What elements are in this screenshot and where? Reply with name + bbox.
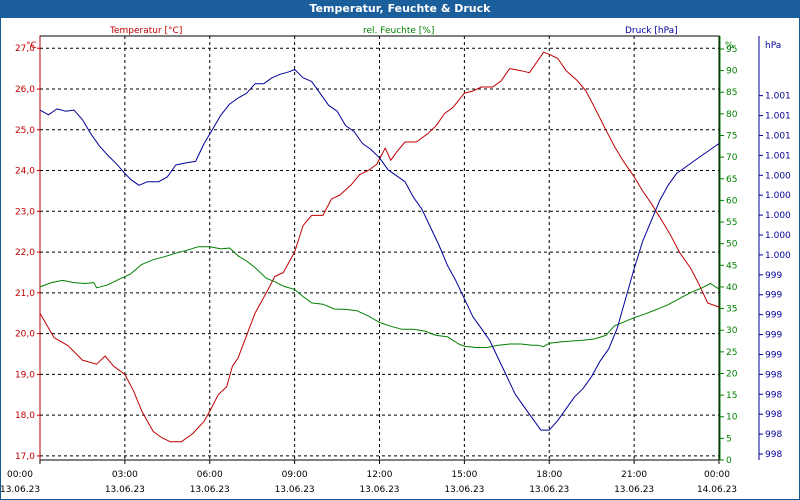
x-axis: 00:00 13.06.23 03:00 13.06.23 06:00 13.06.23 0… bbox=[0, 460, 737, 495]
humidity-tick-label: 45 bbox=[726, 261, 737, 271]
temperature-tick-label: 23,0 bbox=[15, 207, 35, 217]
humidity-tick-label: 25 bbox=[726, 348, 737, 358]
humidity-unit-label: % bbox=[725, 41, 734, 51]
pressure-tick-label: 999 bbox=[765, 311, 782, 321]
pressure-tick-label: 999 bbox=[765, 291, 782, 301]
pressure-tick-label: 998 bbox=[765, 430, 782, 440]
pressure-tick-label: 1.001 bbox=[765, 112, 791, 122]
temperature-tick-label: 20,0 bbox=[15, 330, 35, 340]
humidity-tick-label: 10 bbox=[726, 413, 738, 423]
x-tick-label-date: 13.06.23 bbox=[359, 485, 399, 495]
x-tick-label-time: 18:00 bbox=[536, 470, 562, 480]
x-tick-label-date: 13.06.23 bbox=[529, 485, 569, 495]
pressure-tick-label: 1.000 bbox=[765, 211, 791, 221]
pressure-tick-label: 1.000 bbox=[765, 251, 791, 261]
x-tick-label-date: 13.06.23 bbox=[105, 485, 145, 495]
humidity-tick-label: 65 bbox=[726, 175, 737, 185]
x-tick-label-time: 21:00 bbox=[621, 470, 647, 480]
pressure-tick-label: 1.001 bbox=[765, 92, 791, 102]
humidity-tick-label: 20 bbox=[726, 369, 738, 379]
chart-title: Temperatur, Feuchte & Druck bbox=[0, 0, 800, 18]
x-tick-label-date: 13.06.23 bbox=[614, 485, 654, 495]
pressure-tick-label: 999 bbox=[765, 350, 782, 360]
humidity-tick-label: 70 bbox=[726, 153, 738, 163]
pressure-tick-label: 998 bbox=[765, 410, 782, 420]
humidity-tick-label: 95 bbox=[726, 45, 737, 55]
x-tick-label-time: 09:00 bbox=[282, 470, 308, 480]
humidity-tick-label: 0 bbox=[726, 456, 732, 466]
x-tick-label-time: 00:00 bbox=[7, 470, 33, 480]
humidity-tick-label: 85 bbox=[726, 88, 737, 98]
temperature-tick-label: 19,0 bbox=[15, 370, 35, 380]
pressure-tick-label: 998 bbox=[765, 370, 782, 380]
pressure-unit-label: hPa bbox=[765, 41, 781, 51]
x-tick-label-time: 00:00 bbox=[704, 470, 730, 480]
pressure-tick-label: 999 bbox=[765, 331, 782, 341]
x-tick-label-date: 14.06.23 bbox=[697, 485, 737, 495]
x-tick-label-date: 13.06.23 bbox=[444, 485, 484, 495]
pressure-tick-label: 999 bbox=[765, 271, 782, 281]
humidity-tick-label: 75 bbox=[726, 132, 737, 142]
x-tick-label-time: 12:00 bbox=[367, 470, 393, 480]
humidity-tick-label: 80 bbox=[726, 110, 738, 120]
temperature-tick-label: 21,0 bbox=[15, 289, 35, 299]
temperature-tick-label: 22,0 bbox=[15, 248, 35, 258]
humidity-tick-label: 5 bbox=[726, 434, 732, 444]
pressure-tick-label: 1.001 bbox=[765, 151, 791, 161]
humidity-tick-label: 60 bbox=[726, 196, 738, 206]
temperature-tick-label: 24,0 bbox=[15, 167, 35, 177]
humidity-tick-label: 90 bbox=[726, 67, 738, 77]
temperature-legend: Temperatur [°C] bbox=[109, 26, 182, 36]
pressure-tick-label: 1.001 bbox=[765, 131, 791, 141]
pressure-legend: Druck [hPa] bbox=[625, 26, 678, 36]
series-lines bbox=[39, 51, 720, 443]
x-tick-label-date: 13.06.23 bbox=[190, 485, 230, 495]
humidity-tick-label: 30 bbox=[726, 326, 738, 336]
pressure-tick-label: 1.000 bbox=[765, 231, 791, 241]
temperature-tick-label: 27,0 bbox=[15, 44, 35, 54]
humidity-tick-label: 55 bbox=[726, 218, 737, 228]
x-tick-label-date: 13.06.23 bbox=[275, 485, 315, 495]
humidity-tick-label: 15 bbox=[726, 391, 737, 401]
humidity-tick-label: 40 bbox=[726, 283, 738, 293]
pressure-tick-label: 1.000 bbox=[765, 191, 791, 201]
pressure-tick-label: 1.000 bbox=[765, 171, 791, 181]
gridlines bbox=[40, 36, 719, 460]
humidity-tick-label: 35 bbox=[726, 305, 737, 315]
temperature-tick-label: 25,0 bbox=[15, 126, 35, 136]
temperature-unit-label: °C bbox=[26, 41, 37, 51]
x-tick-label-time: 06:00 bbox=[197, 470, 223, 480]
temperature-tick-label: 17,0 bbox=[15, 452, 35, 462]
x-tick-label-date: 13.06.23 bbox=[0, 485, 40, 495]
temperature-series-line bbox=[39, 51, 720, 443]
x-tick-label-time: 03:00 bbox=[112, 470, 138, 480]
pressure-tick-label: 998 bbox=[765, 390, 782, 400]
humidity-tick-label: 50 bbox=[726, 240, 738, 250]
pressure-tick-label: 998 bbox=[765, 450, 782, 460]
humidity-series-line bbox=[39, 246, 720, 348]
x-tick-label-time: 15:00 bbox=[451, 470, 477, 480]
y-axes: 17,0 18,0 19,0 20,0 21,0 22,0 23,0 24,0 25,0 26,0… bbox=[15, 44, 791, 466]
temperature-tick-label: 26,0 bbox=[15, 85, 35, 95]
temperature-tick-label: 18,0 bbox=[15, 411, 35, 421]
pressure-series-line bbox=[39, 68, 720, 431]
humidity-legend: rel. Feuchte [%] bbox=[363, 26, 434, 36]
